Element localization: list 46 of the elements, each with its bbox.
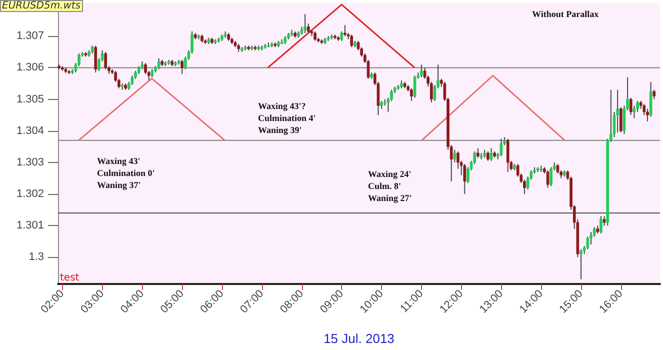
y-tick-label: 1.3 (28, 251, 44, 264)
candlestick (130, 75, 134, 86)
candlestick (649, 81, 652, 118)
candlestick (344, 24, 346, 37)
candlestick (420, 64, 423, 78)
candlestick (590, 231, 592, 246)
chart-title: EURUSD5m.wts (2, 0, 81, 12)
candlestick (616, 89, 619, 133)
candlestick (410, 88, 413, 102)
annotation: Without Parallax (532, 9, 600, 19)
y-tick-label: 1.307 (16, 30, 44, 42)
candlestick (646, 108, 649, 122)
candlestick (350, 34, 354, 48)
candlestick (602, 216, 606, 226)
candlestick (580, 248, 582, 280)
annotation: Waxing 24' Culm. 8' Waning 27' (368, 169, 412, 203)
candlestick (94, 45, 98, 73)
candlestick (453, 149, 456, 163)
candlestick (506, 138, 510, 172)
candlestick (546, 170, 550, 188)
y-tick-label: 1.301 (16, 220, 44, 232)
candlestick (632, 105, 636, 119)
candlestick (600, 216, 602, 234)
candlestick (486, 150, 490, 162)
annotation: Waxing 43'? Culmination 4' Waning 39' (258, 101, 316, 135)
candlestick (157, 58, 160, 70)
y-tick-label: 1.302 (16, 188, 44, 200)
annotation: Waxing 43' Culmination 0' Waning 37' (97, 156, 155, 190)
candlestick (104, 51, 108, 70)
y-tick-label: 1.305 (16, 93, 44, 106)
candlestick (314, 30, 316, 42)
candlestick (463, 164, 466, 195)
candlestick (490, 148, 493, 162)
candlestick (413, 75, 416, 98)
candlestick (586, 236, 590, 250)
y-tick-label: 1.303 (16, 156, 44, 168)
candlestick (180, 59, 184, 75)
candlestick (476, 148, 480, 158)
candlestick (304, 14, 306, 34)
x-axis-title: 15 Jul. 2013 (324, 331, 394, 346)
y-tick-label: 1.304 (16, 124, 44, 137)
y-tick-label: 1.306 (16, 62, 44, 74)
candlestick (500, 138, 503, 157)
candlestick (550, 166, 553, 187)
annotation: test (60, 272, 80, 284)
candlestick (652, 89, 656, 100)
